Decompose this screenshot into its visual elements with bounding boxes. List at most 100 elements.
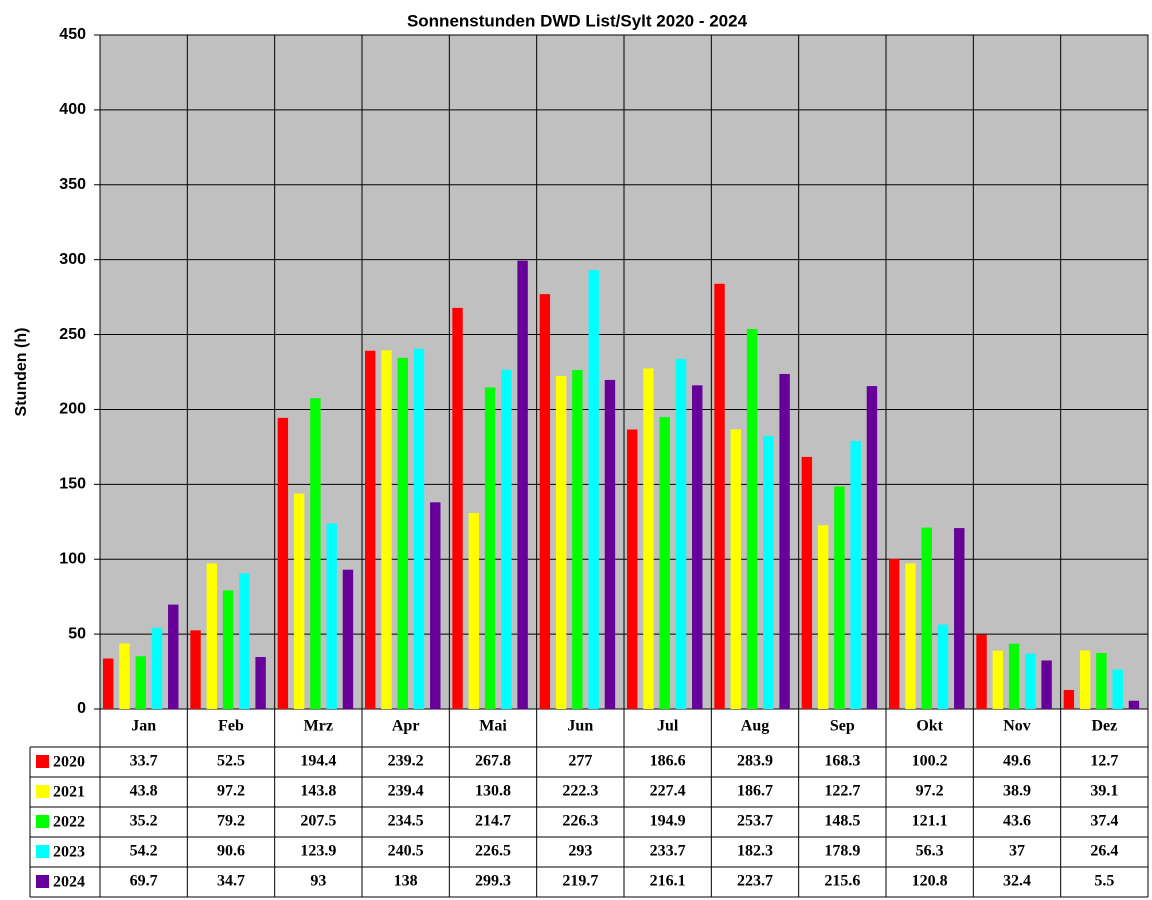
legend-swatch [36, 845, 49, 858]
data-label: 148.5 [824, 813, 860, 830]
bar [1112, 669, 1123, 709]
bar [850, 441, 861, 709]
x-tick-label: Aug [741, 718, 769, 735]
bar [1041, 660, 1052, 709]
x-tick-label: Dez [1091, 718, 1117, 735]
bar [937, 624, 949, 709]
bar [1025, 653, 1036, 709]
data-label: 93 [310, 873, 326, 890]
bar [1079, 650, 1091, 709]
y-tick-label: 50 [68, 625, 86, 642]
bar [976, 634, 987, 709]
bar [588, 270, 599, 709]
data-label: 215.6 [824, 873, 860, 890]
bar [430, 502, 441, 709]
data-label: 283.9 [737, 753, 773, 770]
data-label: 33.7 [130, 753, 158, 770]
data-label: 43.8 [130, 783, 158, 800]
data-label: 299.3 [475, 873, 511, 890]
y-tick-label: 400 [59, 101, 86, 118]
data-label: 26.4 [1090, 843, 1118, 860]
bar [501, 369, 512, 709]
bar [921, 527, 932, 709]
bar [190, 630, 201, 709]
bar [763, 435, 774, 709]
y-tick-label: 200 [59, 401, 86, 418]
bar [365, 350, 376, 709]
data-label: 69.7 [130, 873, 158, 890]
data-label: 130.8 [475, 783, 511, 800]
data-label: 143.8 [300, 783, 336, 800]
data-label: 182.3 [737, 843, 773, 860]
y-tick-label: 350 [59, 176, 86, 193]
data-label: 207.5 [300, 813, 336, 830]
bar [135, 656, 146, 709]
bar [555, 376, 567, 709]
data-label: 194.9 [650, 813, 686, 830]
x-tick-label: Sep [830, 718, 855, 735]
y-tick-label: 150 [59, 476, 86, 493]
data-label: 43.6 [1003, 813, 1031, 830]
bar [1096, 652, 1107, 709]
legend-label: 2023 [53, 844, 85, 861]
legend-label: 2020 [53, 754, 85, 771]
data-label: 223.7 [737, 873, 773, 890]
bar [889, 558, 900, 709]
chart-title: Sonnenstunden DWD List/Sylt 2020 - 2024 [407, 11, 748, 30]
data-label: 234.5 [388, 813, 424, 830]
legend-swatch [36, 755, 49, 768]
bar [277, 417, 289, 709]
legend-label: 2024 [53, 874, 85, 891]
bar [643, 368, 654, 709]
data-label: 39.1 [1090, 783, 1118, 800]
data-label: 226.3 [562, 813, 598, 830]
data-label: 79.2 [217, 813, 245, 830]
x-tick-label: Jan [131, 718, 156, 735]
y-axis-label: Stunden (h) [13, 328, 30, 417]
bar [675, 358, 687, 709]
bar [103, 658, 114, 709]
bar [992, 650, 1004, 709]
y-tick-label: 450 [59, 26, 86, 43]
bar [572, 370, 583, 709]
x-tick-label: Okt [916, 718, 943, 735]
data-label: 240.5 [388, 843, 424, 860]
data-label: 32.4 [1003, 873, 1031, 890]
bar [779, 373, 790, 709]
data-label: 214.7 [475, 813, 511, 830]
data-label: 97.2 [916, 783, 944, 800]
data-label: 186.7 [737, 783, 773, 800]
data-label: 239.2 [388, 753, 424, 770]
bar [397, 357, 408, 709]
bar [714, 283, 725, 709]
data-label: 120.8 [912, 873, 948, 890]
x-tick-label: Mai [479, 718, 507, 735]
data-label: 52.5 [217, 753, 245, 770]
x-tick-label: Feb [218, 718, 244, 735]
bar [730, 429, 742, 709]
bar [627, 429, 638, 709]
bar [168, 604, 179, 709]
legend-swatch [36, 815, 49, 828]
bar [834, 486, 845, 709]
data-label: 226.5 [475, 843, 511, 860]
bar [452, 307, 463, 709]
bar [905, 563, 916, 709]
data-label: 97.2 [217, 783, 245, 800]
bar [801, 456, 813, 709]
bar [310, 398, 321, 709]
data-label: 219.7 [562, 873, 598, 890]
data-label: 122.7 [824, 783, 860, 800]
bar [746, 329, 758, 709]
legend-label: 2021 [53, 784, 85, 801]
legend-swatch [36, 785, 49, 798]
bar [517, 260, 528, 709]
data-label: 233.7 [650, 843, 686, 860]
bar [659, 417, 670, 709]
y-tick-label: 250 [59, 326, 86, 343]
data-label: 90.6 [217, 843, 245, 860]
bar [817, 525, 829, 709]
bar [1063, 689, 1075, 709]
data-label: 194.4 [300, 753, 336, 770]
data-label: 267.8 [475, 753, 511, 770]
